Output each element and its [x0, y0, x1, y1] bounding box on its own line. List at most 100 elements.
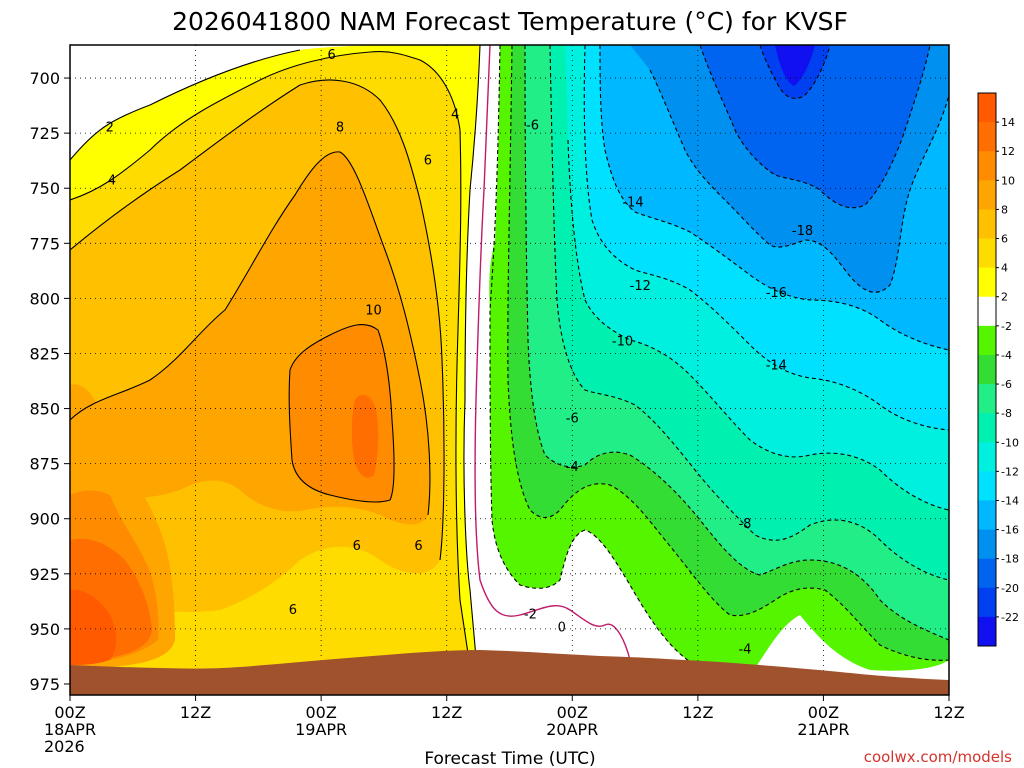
contour-label: 0 — [558, 621, 566, 636]
colorbar-swatch — [978, 238, 996, 269]
contour-label: 6 — [353, 539, 361, 554]
x-tick-date-label: 21APR — [797, 720, 849, 739]
contour-label: -10 — [612, 334, 633, 349]
colorbar-swatch — [978, 296, 996, 327]
colorbar-swatch — [978, 442, 996, 472]
isotherm-8 — [70, 151, 431, 516]
contour-label-text: -12 — [630, 279, 651, 294]
x-tick-label: 00Z — [305, 703, 336, 722]
contour-label-text: -14 — [622, 195, 643, 210]
contour-label-text: 8 — [336, 121, 344, 136]
contour-label-text: -18 — [792, 224, 813, 239]
y-tick-label: 925 — [29, 565, 60, 584]
isotherm-2 — [70, 45, 481, 681]
y-tick-label: 950 — [29, 620, 60, 639]
colorbar-swatch — [978, 558, 996, 589]
contour-label-text: -2 — [524, 607, 537, 622]
colorbar-label: -10 — [1001, 436, 1019, 449]
isotherm-4 — [70, 51, 473, 681]
isotherm-minus4 — [507, 45, 949, 661]
contour-label-text: -16 — [766, 286, 787, 301]
colorbar-swatch — [978, 354, 996, 385]
contour-label-text: -6 — [566, 411, 579, 426]
x-tick-label: 00Z — [54, 703, 85, 722]
contour-label-text: 10 — [365, 303, 382, 318]
colorbar-swatch — [978, 325, 996, 356]
colorbar-swatch — [978, 529, 996, 560]
y-tick-label: 900 — [29, 510, 60, 529]
isotherm-10 — [288, 324, 395, 503]
contour-label-text: 6 — [414, 539, 422, 554]
contour-label-text: 4 — [108, 173, 116, 188]
colorbar-label: -2 — [1001, 320, 1012, 333]
x-tick-date-label: 18APR — [44, 720, 96, 739]
contour-label: -6 — [566, 411, 579, 426]
isotherm-minus12 — [583, 45, 949, 431]
isotherm-minus14 — [599, 45, 949, 351]
colorbar-swatch — [978, 384, 996, 414]
contour-label-text: -14 — [766, 358, 787, 373]
colorbar-label: -22 — [1001, 611, 1019, 624]
isotherm-minus2 — [489, 45, 696, 666]
contour-label: 8 — [336, 121, 344, 136]
contour-label-text: -4 — [566, 460, 579, 475]
contour-label: -8 — [738, 517, 751, 532]
contour-label: 6 — [424, 154, 432, 169]
cold-shading — [489, 45, 949, 671]
isotherm-minus6 — [524, 45, 949, 641]
y-tick-label: 850 — [29, 400, 60, 419]
colorbar-swatch — [978, 151, 996, 181]
colorbar-label: -4 — [1001, 349, 1012, 362]
x-tick-label: 00Z — [808, 703, 839, 722]
colorbar: 14 12 10 8 6 4 2 -2 -4 -6 -8 -10 -12 -14 -16 -18 -20 -22 — [977, 92, 1019, 647]
colorbar-label: -6 — [1001, 378, 1012, 391]
colorbar-swatch — [978, 267, 996, 298]
isotherm-0 — [474, 45, 631, 661]
contour-label: 6 — [414, 539, 422, 554]
colorbar-label: -18 — [1001, 553, 1019, 566]
fill-minus18-to-minus20 — [700, 45, 930, 208]
colorbar-label: -14 — [1001, 494, 1019, 507]
chart-title: 2026041800 NAM Forecast Temperature (°C)… — [172, 7, 848, 36]
contour-label-text: 0 — [558, 621, 566, 636]
x-tick-label: 12Z — [431, 703, 462, 722]
contour-label-text: 4 — [451, 107, 459, 122]
colorbar-swatch — [978, 500, 996, 531]
contour-labels: 2 4 6 8 6 2 4 10 6 6 6 -6 -14 -18 -12 -16 -10 -14 -6 -4 -8 -2… — [106, 45, 813, 658]
colorbar-label: 6 — [1001, 233, 1008, 246]
y-tick-label: 750 — [29, 179, 60, 198]
colorbar-frame — [977, 92, 997, 647]
y-tick-label: 800 — [29, 289, 60, 308]
colorbar-label: 10 — [1001, 174, 1015, 187]
colorbar-swatch — [978, 180, 996, 210]
fill-minus22-plus — [775, 45, 815, 86]
y-tick-label: 825 — [29, 344, 60, 363]
colorbar-label: -20 — [1001, 582, 1019, 595]
colorbar-label: 12 — [1001, 145, 1015, 158]
fill-low-14-plus — [70, 589, 116, 665]
colorbar-swatch — [978, 122, 996, 152]
colorbar-swatch — [978, 209, 996, 240]
colorbar-swatch — [978, 413, 996, 443]
colorbar-label: -8 — [1001, 407, 1012, 420]
x-tick-date-label: 20APR — [546, 720, 598, 739]
contour-label: -4 — [566, 460, 579, 475]
colorbar-label: 14 — [1001, 116, 1015, 129]
isotherm-minus8 — [549, 45, 949, 581]
contour-label: 2 — [451, 45, 459, 50]
colorbar-label: 2 — [1001, 291, 1008, 304]
contour-label: 6 — [289, 603, 297, 618]
contour-label: -18 — [792, 224, 813, 239]
y-tick-label: 875 — [29, 455, 60, 474]
gridlines — [70, 45, 949, 695]
fill-10-to-12 — [289, 324, 395, 503]
x-axis-label: Forecast Time (UTC) — [424, 749, 595, 768]
contour-label-text: 6 — [424, 154, 432, 169]
contour-label-text: 2 — [106, 121, 114, 136]
contour-label: 10 — [365, 303, 382, 318]
isotherm-6-upper — [70, 79, 445, 561]
contour-label: -14 — [766, 358, 787, 373]
plot-frame — [69, 44, 950, 696]
isotherm-minus16 — [649, 69, 949, 293]
